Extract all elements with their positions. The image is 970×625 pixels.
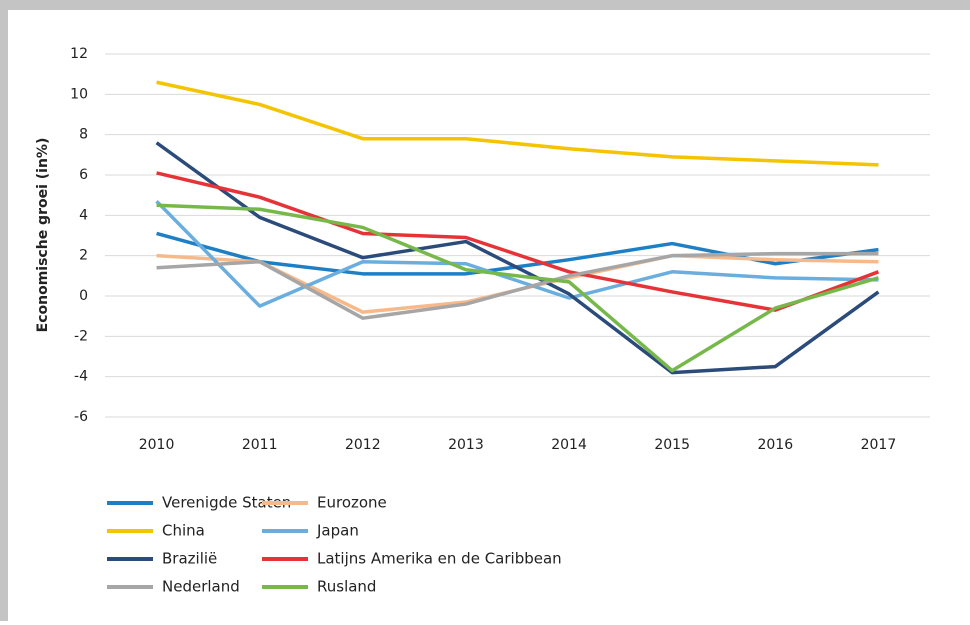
x-tick-label: 2016 [757, 437, 793, 453]
background [8, 10, 970, 621]
legend-label: Latijns Amerika en de Caribbean [317, 550, 562, 568]
legend-label: Verenigde Staten [162, 494, 291, 512]
x-tick-label: 2012 [345, 437, 381, 453]
legend-label: Nederland [162, 578, 240, 596]
y-tick-label: -6 [74, 409, 88, 425]
y-tick-label: -4 [74, 369, 88, 385]
y-axis-label: Economische groei (in%) [35, 138, 51, 333]
series-line [155, 141, 880, 375]
x-tick-label: 2017 [861, 437, 897, 453]
legend-label: Brazilië [162, 550, 217, 568]
x-tick-label: 2014 [551, 437, 587, 453]
x-tick-label: 2010 [139, 437, 175, 453]
series-line [156, 171, 880, 312]
legend-label: China [162, 522, 205, 540]
series-line [156, 80, 879, 167]
y-tick-label: -2 [74, 328, 88, 344]
y-tick-label: 2 [79, 248, 88, 264]
series-line [155, 199, 879, 308]
y-tick-label: 12 [70, 46, 88, 62]
series-line [156, 203, 879, 373]
y-tick-label: 10 [70, 86, 88, 102]
series-line [156, 251, 879, 320]
x-tick-label: 2013 [448, 437, 484, 453]
x-tick-label: 2015 [654, 437, 690, 453]
x-tick-label: 2011 [242, 437, 278, 453]
y-tick-label: 8 [79, 127, 88, 143]
legend: Verenigde Staten Eurozone China Japan Brazil… [107, 494, 562, 596]
legend-label: Rusland [317, 578, 376, 596]
y-tick-label: 4 [79, 207, 88, 223]
y-tick-label: 6 [79, 167, 88, 183]
legend-label: Eurozone [317, 494, 387, 512]
y-tick-label: 0 [79, 288, 88, 304]
legend-label: Japan [316, 522, 359, 540]
